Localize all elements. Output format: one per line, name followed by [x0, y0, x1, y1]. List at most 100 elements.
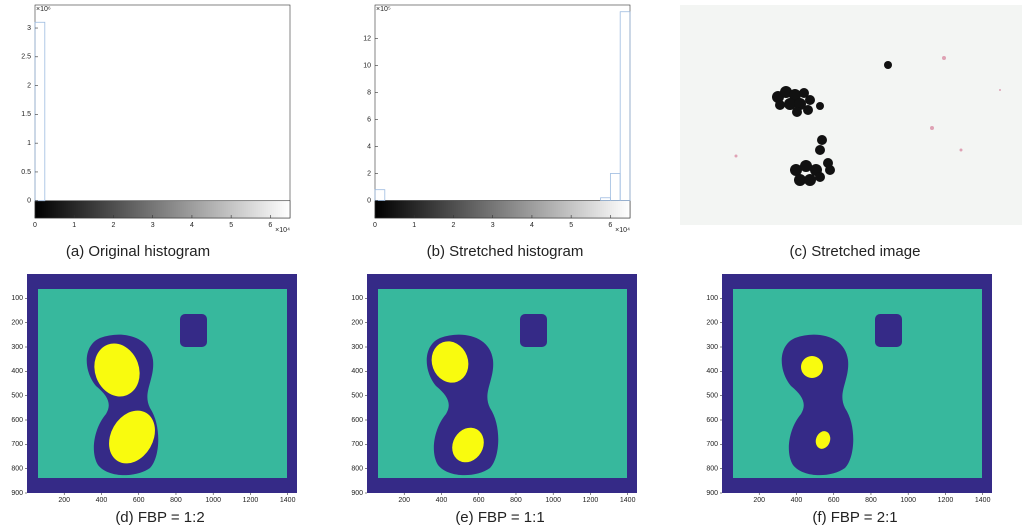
colorbar	[375, 200, 630, 218]
x-tick-label: 1200	[938, 497, 954, 504]
y-tick-label: 100	[351, 295, 363, 302]
plot-area	[35, 5, 290, 218]
x-tick-label: 1200	[583, 497, 599, 504]
x-tick-label: 1400	[280, 497, 296, 504]
x-tick-label: 3	[491, 222, 495, 229]
x-tick-label: 3	[151, 222, 155, 229]
x-tick-label: 200	[58, 497, 70, 504]
cell-region	[875, 314, 902, 347]
y-tick-label: 2	[367, 170, 371, 177]
x-tick-label: 0	[33, 222, 37, 229]
y-tick-label: 10	[363, 63, 371, 70]
y-tick-label: 100	[706, 295, 718, 302]
y-tick-label: 800	[11, 466, 23, 473]
x-tick-label: 200	[753, 497, 765, 504]
y-tick-label: 300	[11, 344, 23, 351]
y-exponent: ×10⁵	[376, 6, 391, 13]
y-tick-label: 300	[351, 344, 363, 351]
y-tick-label: 500	[11, 393, 23, 400]
y-tick-label: 400	[11, 368, 23, 375]
y-tick-label: 4	[367, 143, 371, 150]
y-tick-label: 700	[351, 441, 363, 448]
y-exponent: ×10⁶	[36, 6, 51, 13]
x-tick-label: 5	[229, 222, 233, 229]
x-tick-label: 6	[608, 222, 612, 229]
tissue-region	[733, 289, 982, 478]
figure: (c) Stretched image 0 0.5 1 1.5 2 2.5 3 0 1 2 3 4 5 6…	[0, 0, 1027, 529]
x-exponent: ×10⁴	[275, 227, 290, 234]
caption: (e) FBP = 1:1	[455, 509, 544, 526]
y-tick-label: 6	[367, 116, 371, 123]
segmentation-map	[722, 274, 992, 493]
y-tick-label: 100	[11, 295, 23, 302]
page: (c) Stretched image 0 0.5 1 1.5 2 2.5 3 0 1 2 3 4 5 6…	[0, 0, 1027, 529]
x-tick-label: 1400	[620, 497, 636, 504]
x-tick-label: 1000	[545, 497, 561, 504]
x-tick-label: 800	[170, 497, 182, 504]
x-tick-label: 4	[530, 222, 534, 229]
y-tick-label: 2.5	[21, 54, 31, 61]
caption: (f) FBP = 2:1	[812, 509, 897, 526]
y-tick-label: 0.5	[21, 169, 31, 176]
caption: (c) Stretched image	[790, 243, 921, 260]
y-tick-label: 0	[27, 198, 31, 205]
y-tick-label: 400	[351, 368, 363, 375]
y-tick-label: 600	[351, 417, 363, 424]
x-tick-label: 1000	[205, 497, 221, 504]
x-tick-label: 600	[133, 497, 145, 504]
x-tick-label: 2	[452, 222, 456, 229]
tissue-region	[38, 289, 287, 478]
y-tick-label: 1.5	[21, 111, 31, 118]
y-tick-label: 300	[706, 344, 718, 351]
y-tick-label: 500	[351, 393, 363, 400]
x-tick-label: 800	[510, 497, 522, 504]
x-tick-label: 1	[72, 222, 76, 229]
y-tick-label: 8	[367, 89, 371, 96]
cell-region	[180, 314, 207, 347]
x-tick-label: 1400	[975, 497, 991, 504]
colorbar	[35, 201, 290, 218]
tissue-region	[378, 289, 627, 478]
segmentation-map	[367, 274, 637, 493]
y-tick-label: 700	[706, 441, 718, 448]
x-tick-label: 1	[412, 222, 416, 229]
y-tick-label: 600	[11, 417, 23, 424]
x-tick-label: 800	[865, 497, 877, 504]
plot-area	[375, 5, 630, 218]
y-tick-label: 200	[351, 320, 363, 327]
x-tick-label: 6	[268, 222, 272, 229]
caption: (b) Stretched histogram	[427, 243, 584, 260]
y-tick-label: 600	[706, 417, 718, 424]
y-tick-label: 900	[706, 490, 718, 497]
y-tick-label: 200	[11, 320, 23, 327]
x-tick-label: 400	[436, 497, 448, 504]
y-tick-label: 1	[27, 140, 31, 147]
y-tick-label: 0	[367, 197, 371, 204]
x-tick-label: 600	[828, 497, 840, 504]
y-tick-label: 700	[11, 441, 23, 448]
x-tick-label: 2	[112, 222, 116, 229]
x-tick-label: 400	[96, 497, 108, 504]
y-tick-label: 200	[706, 320, 718, 327]
segmentation-map	[27, 274, 297, 493]
x-tick-label: 1200	[243, 497, 259, 504]
x-tick-label: 600	[473, 497, 485, 504]
cell-region	[520, 314, 547, 347]
y-tick-label: 900	[11, 490, 23, 497]
x-tick-label: 200	[398, 497, 410, 504]
y-tick-label: 3	[27, 25, 31, 32]
y-tick-label: 800	[351, 466, 363, 473]
y-tick-label: 800	[706, 466, 718, 473]
y-tick-label: 2	[27, 82, 31, 89]
x-tick-label: 4	[190, 222, 194, 229]
x-tick-label: 400	[791, 497, 803, 504]
x-exponent: ×10⁴	[615, 227, 630, 234]
foreground-region	[801, 356, 823, 378]
stretched-image	[680, 5, 1022, 225]
y-tick-label: 500	[706, 393, 718, 400]
y-tick-label: 400	[706, 368, 718, 375]
caption: (a) Original histogram	[66, 243, 210, 260]
y-tick-label: 900	[351, 490, 363, 497]
caption: (d) FBP = 1:2	[115, 509, 204, 526]
x-tick-label: 1000	[900, 497, 916, 504]
